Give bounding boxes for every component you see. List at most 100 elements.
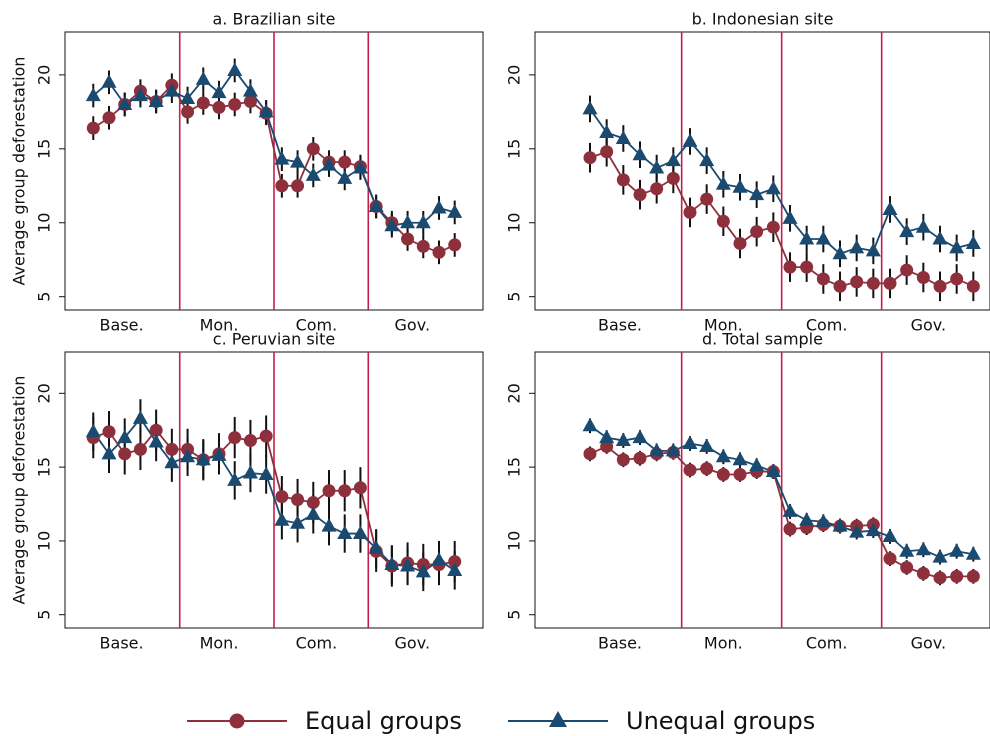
marker <box>259 429 273 443</box>
marker <box>228 431 242 445</box>
marker <box>415 214 431 229</box>
marker <box>448 238 462 252</box>
marker <box>291 493 305 507</box>
marker <box>227 62 243 76</box>
marker <box>180 448 196 463</box>
panel-title: a. Brazilian site <box>213 10 336 29</box>
legend-label: Equal groups <box>305 707 462 735</box>
marker <box>384 556 400 571</box>
marker <box>965 235 981 249</box>
marker <box>148 93 164 107</box>
marker <box>306 496 320 510</box>
panel-title: b. Indonesian site <box>692 10 834 29</box>
panel: c. Peruvian site Average group deforestat… <box>10 330 484 653</box>
marker <box>384 217 400 232</box>
marker <box>649 442 665 457</box>
marker <box>212 100 226 114</box>
marker <box>682 435 698 450</box>
marker <box>833 279 847 293</box>
marker <box>633 451 647 465</box>
marker <box>866 276 880 290</box>
marker <box>765 180 781 195</box>
marker <box>783 522 797 536</box>
marker <box>616 173 630 187</box>
marker <box>133 442 147 456</box>
marker <box>682 133 698 147</box>
y-tick-label: 5 <box>505 292 524 302</box>
marker <box>966 279 980 293</box>
marker <box>164 83 180 97</box>
marker <box>849 524 865 538</box>
marker <box>799 512 815 526</box>
marker <box>632 429 648 444</box>
x-tick-label: Mon. <box>704 634 743 653</box>
marker <box>291 179 305 193</box>
x-tick-label: Gov. <box>911 634 947 653</box>
marker <box>352 160 368 174</box>
legend-marker <box>229 713 245 729</box>
y-tick-label: 20 <box>505 383 524 403</box>
marker <box>368 540 384 554</box>
marker <box>86 121 100 135</box>
marker <box>101 74 117 88</box>
marker <box>950 272 964 286</box>
marker <box>949 543 965 557</box>
y-tick-label: 5 <box>35 292 54 302</box>
marker <box>615 130 631 144</box>
marker <box>165 442 179 456</box>
marker <box>447 204 463 218</box>
marker <box>401 232 415 246</box>
y-tick-label: 20 <box>505 65 524 85</box>
marker <box>732 451 748 466</box>
marker <box>117 96 133 110</box>
marker <box>749 186 765 201</box>
marker <box>400 214 416 229</box>
marker <box>716 468 730 482</box>
marker <box>149 423 163 437</box>
x-tick-label: Com. <box>806 634 848 653</box>
marker <box>900 263 914 277</box>
marker <box>800 260 814 274</box>
x-tick-label: Mon. <box>704 316 743 335</box>
marker <box>716 214 730 228</box>
marker <box>900 560 914 574</box>
y-tick-label: 5 <box>505 610 524 620</box>
marker <box>321 518 337 532</box>
marker <box>933 279 947 293</box>
marker <box>665 152 681 167</box>
marker <box>715 176 731 190</box>
marker <box>228 97 242 111</box>
marker <box>749 457 765 472</box>
marker <box>899 223 915 238</box>
marker <box>258 466 274 481</box>
marker <box>448 555 462 569</box>
y-tick-label: 20 <box>35 65 54 85</box>
marker <box>353 481 367 495</box>
y-tick-label: 15 <box>505 457 524 477</box>
marker <box>305 506 321 520</box>
marker <box>599 429 615 444</box>
y-tick-label: 20 <box>35 383 54 403</box>
marker <box>832 518 848 532</box>
marker <box>932 231 948 245</box>
marker <box>883 552 897 566</box>
x-tick-label: Gov. <box>911 316 947 335</box>
marker <box>447 562 463 576</box>
marker <box>733 468 747 482</box>
marker <box>211 447 227 461</box>
marker <box>699 438 715 452</box>
marker <box>615 432 631 447</box>
x-tick-label: Gov. <box>395 634 431 653</box>
x-tick-label: Com. <box>296 634 338 653</box>
marker <box>850 275 864 289</box>
marker <box>337 525 353 540</box>
marker <box>368 198 384 212</box>
marker <box>965 546 981 560</box>
marker <box>633 188 647 202</box>
marker <box>164 454 180 469</box>
marker <box>243 95 257 108</box>
marker <box>799 231 815 245</box>
marker <box>916 270 930 284</box>
marker <box>132 87 148 102</box>
